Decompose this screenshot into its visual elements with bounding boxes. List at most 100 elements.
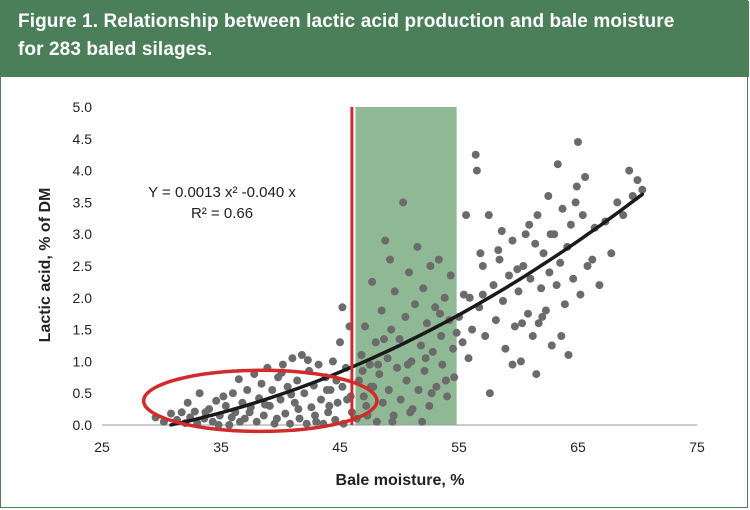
data-point (236, 417, 244, 426)
data-point (427, 389, 436, 398)
data-point (333, 398, 342, 407)
data-point (533, 211, 542, 220)
data-point (402, 376, 411, 385)
data-point (312, 417, 321, 426)
data-point (560, 300, 569, 309)
data-point (633, 176, 642, 185)
data-points (151, 138, 647, 429)
data-point (478, 290, 487, 299)
data-point (227, 413, 236, 422)
data-point (518, 319, 527, 328)
data-point (434, 255, 443, 264)
data-point (365, 360, 374, 369)
data-point (422, 319, 431, 328)
data-point (472, 166, 481, 175)
data-point (219, 392, 228, 401)
x-tick-label: 45 (332, 439, 348, 455)
data-point (489, 281, 498, 290)
data-point (221, 401, 230, 410)
data-point (521, 230, 530, 239)
data-point (389, 411, 398, 420)
data-point (519, 262, 528, 270)
data-point (583, 262, 592, 270)
data-point (293, 376, 302, 385)
data-point (252, 417, 261, 426)
data-point (544, 192, 553, 200)
data-point (440, 293, 449, 302)
data-point (450, 373, 459, 382)
data-point (281, 409, 290, 418)
data-point (464, 354, 473, 363)
band-rect (355, 107, 457, 425)
data-point (558, 204, 567, 213)
data-point (557, 332, 566, 340)
y-tick-label: 2.5 (73, 258, 93, 274)
data-point (361, 322, 369, 331)
data-point (638, 185, 647, 194)
data-point (452, 328, 461, 337)
data-point (538, 312, 547, 321)
data-point (499, 297, 507, 305)
data-point (212, 396, 221, 405)
x-tick-label: 55 (451, 439, 467, 455)
data-point (387, 325, 396, 334)
data-point (167, 409, 175, 418)
data-point (336, 338, 344, 347)
data-point (268, 386, 277, 394)
data-point (401, 312, 410, 321)
data-point (564, 351, 573, 359)
data-point (384, 386, 393, 394)
data-point (495, 255, 504, 264)
data-point (510, 322, 519, 331)
data-point (195, 389, 204, 398)
data-point (438, 360, 447, 369)
data-point (295, 414, 304, 423)
data-point (531, 239, 540, 248)
highlight-ellipse-shape (141, 368, 379, 434)
data-point (393, 363, 402, 372)
data-point (390, 287, 399, 296)
data-point (283, 382, 292, 391)
data-point (371, 338, 380, 347)
data-point (526, 274, 535, 283)
data-point (228, 389, 237, 398)
data-point (607, 249, 616, 258)
data-point (443, 392, 452, 401)
data-point (508, 360, 517, 369)
data-point (449, 344, 457, 353)
data-point (300, 389, 309, 398)
data-point (613, 198, 622, 207)
data-point (307, 403, 316, 412)
data-point (297, 351, 306, 359)
data-point (581, 173, 590, 181)
data-point (278, 360, 287, 369)
data-point (569, 274, 578, 283)
data-point (572, 182, 581, 191)
data-point (375, 370, 384, 379)
y-tick-label: 0.5 (73, 385, 93, 401)
data-point (428, 347, 437, 356)
x-tick-label: 35 (213, 439, 229, 455)
data-point (532, 370, 541, 379)
y-tick-label: 3.0 (73, 226, 93, 242)
trend-line (169, 192, 645, 427)
data-point (259, 411, 268, 420)
optimal-moisture-band (355, 107, 457, 425)
x-tick-label: 65 (570, 439, 586, 455)
data-point (383, 354, 392, 363)
data-point (491, 316, 500, 325)
data-point (414, 386, 423, 394)
data-point (441, 376, 450, 385)
data-point (328, 357, 337, 366)
data-point (406, 408, 415, 417)
data-point (359, 392, 368, 401)
data-point (465, 293, 474, 302)
data-point (338, 382, 347, 391)
data-point (325, 401, 334, 410)
data-point (183, 398, 192, 407)
data-point (431, 303, 440, 312)
y-tick-label: 1.0 (73, 353, 93, 369)
data-point (322, 386, 331, 394)
figure-header: Figure 1. Relationship between lactic ac… (1, 1, 749, 77)
